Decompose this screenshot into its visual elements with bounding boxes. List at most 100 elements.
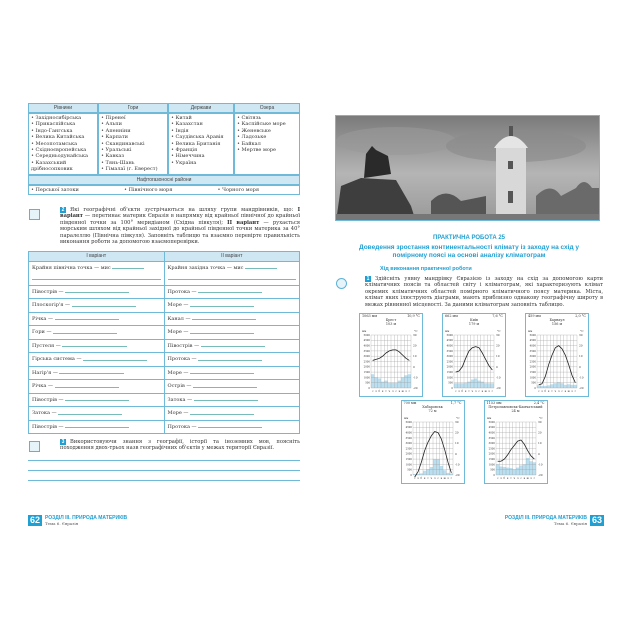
left-tick: 4000	[488, 432, 495, 435]
month-label: б	[462, 389, 464, 393]
answer-line[interactable]	[58, 411, 123, 415]
answer-line[interactable]	[112, 265, 145, 269]
col-header: Держави	[168, 103, 234, 113]
answer-cell[interactable]: Море —	[163, 365, 301, 380]
answer-line[interactable]	[198, 357, 263, 361]
mean-temp: 7,6 °С	[492, 314, 503, 319]
answer-cell[interactable]: Річка —	[28, 311, 165, 326]
left-tick: 4500	[530, 339, 537, 342]
answer-line[interactable]	[192, 384, 258, 388]
answer-line[interactable]	[59, 370, 124, 375]
month-label: с	[496, 477, 498, 480]
left-tick: 2000	[405, 453, 412, 456]
left-tick: 500	[531, 382, 536, 385]
answer-line[interactable]	[190, 303, 255, 307]
right-unit: °С	[539, 416, 543, 420]
list-item: Карпати	[101, 134, 165, 140]
month-label: ч	[471, 390, 473, 393]
answer-line[interactable]	[200, 343, 265, 348]
month-label: ч	[513, 477, 515, 480]
answer-line[interactable]	[198, 289, 263, 294]
answer-line[interactable]	[193, 397, 258, 402]
answer-cell[interactable]: Нагір'я —	[28, 365, 165, 380]
temperature-curve	[455, 346, 493, 373]
answer-cell[interactable]: Море —	[163, 298, 301, 313]
precip-bar	[537, 385, 541, 389]
elevation: 103 м	[385, 322, 397, 327]
answer-cell[interactable]: Півострів —	[28, 419, 165, 434]
precip-bar	[512, 469, 516, 476]
answer-line[interactable]	[190, 411, 255, 415]
answer-cell[interactable]: Море —	[163, 325, 301, 340]
answer-line[interactable]	[54, 316, 119, 321]
precip-bar	[477, 380, 481, 389]
answer-line[interactable]	[54, 384, 119, 388]
answer-line[interactable]	[65, 397, 130, 402]
answer-cell[interactable]: Крайня північна точка — мис	[28, 260, 165, 286]
answer-cell[interactable]: Протока —	[163, 284, 301, 299]
answer-cell[interactable]: Протока —	[163, 419, 301, 434]
precip-bar	[407, 374, 411, 389]
answer-cell[interactable]: Пустеля —	[28, 338, 165, 353]
answer-line[interactable]	[190, 330, 255, 334]
answer-line[interactable]	[190, 370, 255, 375]
answer-cell[interactable]: Затока —	[163, 392, 301, 407]
answer-line[interactable]	[198, 424, 263, 429]
left-tick: 2500	[364, 360, 371, 363]
answer-line[interactable]	[28, 469, 300, 480]
oil-region: Північного моря	[124, 187, 173, 193]
left-tick: 5000	[530, 334, 537, 337]
list-item: Казахстан	[171, 121, 231, 127]
climatogram-row: 700 мм 1,7 °С Хабаровськ 72 м 0 500 1000 1500 20…	[345, 400, 603, 485]
month-label: ч	[430, 477, 432, 480]
answer-cell[interactable]: Канал —	[163, 311, 301, 326]
precip-bar	[387, 382, 391, 389]
left-tick: 2000	[447, 366, 454, 369]
answer-line[interactable]	[62, 343, 127, 348]
col-header: І варіант	[28, 250, 165, 262]
answer-line[interactable]	[71, 303, 136, 307]
answer-cell[interactable]: Півострів —	[28, 284, 165, 299]
precip-bar	[490, 383, 494, 389]
answer-line[interactable]	[192, 316, 257, 321]
row-label: Річка —	[32, 315, 53, 322]
table-row: Півострів — Протока —	[28, 284, 301, 299]
left-tick: 2000	[488, 453, 495, 456]
row-label: Півострів —	[167, 342, 200, 349]
answer-cell[interactable]: Річка —	[28, 379, 165, 394]
list-item: Байкал	[237, 141, 297, 147]
month-label: в	[399, 390, 401, 393]
answer-cell[interactable]: Море —	[163, 406, 301, 421]
answer-line[interactable]	[245, 265, 278, 269]
answer-line[interactable]	[28, 479, 300, 481]
answer-cell[interactable]: Півострів —	[163, 338, 301, 353]
precip-bar	[540, 385, 544, 389]
month-label: г	[533, 477, 535, 480]
answer-line[interactable]	[83, 357, 148, 361]
month-label: л	[530, 477, 532, 480]
answer-cell[interactable]: Плоскогір'я —	[28, 298, 165, 313]
answer-cell[interactable]: Затока —	[28, 406, 165, 421]
answer-line[interactable]	[53, 330, 118, 334]
answer-cell[interactable]: Гірська система —	[28, 352, 165, 367]
answer-cell[interactable]: Острів —	[163, 379, 301, 394]
precip-bar	[567, 384, 571, 389]
task-text: — рухається морським шляхом від крайньої…	[60, 219, 300, 246]
month-label: т	[510, 477, 512, 480]
answer-line[interactable]	[65, 289, 130, 294]
right-tick: 0	[538, 452, 540, 456]
precip-bar	[518, 465, 523, 476]
answer-cell[interactable]: Півострів —	[28, 392, 165, 407]
list-item: Саудівська Аравія	[171, 134, 231, 140]
answer-line[interactable]	[28, 459, 300, 470]
precip-bar	[550, 384, 554, 389]
left-tick: 3500	[405, 437, 412, 440]
row-label: Півострів —	[32, 396, 64, 403]
answer-cell[interactable]: Протока —	[163, 352, 301, 367]
month-label: л	[541, 390, 543, 393]
answer-cell[interactable]: Гори —	[28, 325, 165, 340]
month-label: г	[492, 390, 494, 393]
answer-cell[interactable]: Крайня західна точка — мис	[163, 260, 301, 286]
right-tick: 20	[538, 431, 542, 435]
answer-line[interactable]	[65, 424, 130, 429]
